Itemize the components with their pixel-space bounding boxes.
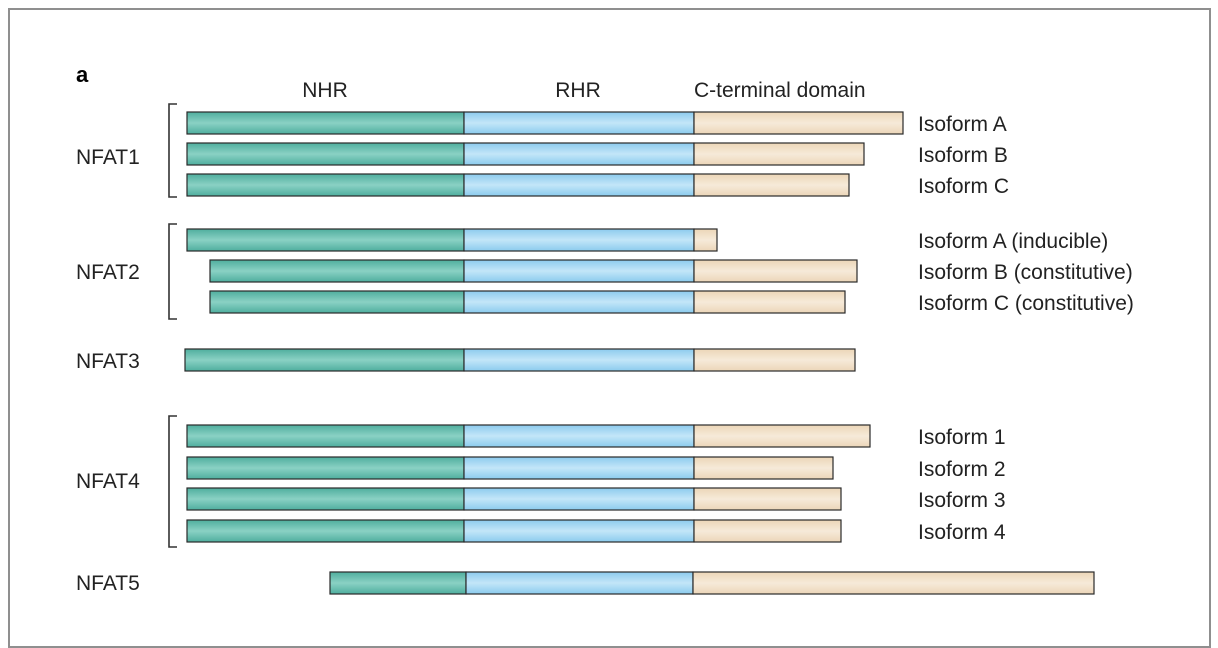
isoform-diagram: a NHR RHR C-terminal domain NFAT1 Isoform… bbox=[76, 62, 1134, 595]
group-nfat2: NFAT2 Isoform A (inducible) Isoform B (con… bbox=[76, 223, 1134, 320]
group-name: NFAT1 bbox=[76, 146, 140, 169]
cterm-domain bbox=[693, 111, 904, 135]
nhr-domain bbox=[186, 487, 465, 511]
isoform-label: Isoform 1 bbox=[918, 426, 1006, 449]
cterm-domain bbox=[693, 142, 865, 166]
group-bracket bbox=[168, 103, 177, 198]
isoform-label: Isoform B bbox=[918, 144, 1008, 167]
header-rhr: RHR bbox=[555, 79, 601, 102]
nhr-domain bbox=[184, 348, 465, 372]
rhr-domain bbox=[463, 142, 695, 166]
nhr-domain bbox=[186, 142, 465, 166]
isoform-row: Isoform 4 bbox=[186, 519, 1006, 544]
nhr-domain bbox=[186, 519, 465, 543]
cterm-domain bbox=[693, 259, 858, 283]
cterm-domain bbox=[693, 456, 834, 480]
header-nhr: NHR bbox=[302, 79, 348, 102]
isoform-label: Isoform A (inducible) bbox=[918, 230, 1108, 253]
isoform-row: Isoform B (constitutive) bbox=[209, 259, 1133, 284]
group-name: NFAT4 bbox=[76, 470, 140, 493]
isoform-label: Isoform C (constitutive) bbox=[918, 292, 1134, 315]
group-bracket bbox=[168, 415, 177, 548]
group-name: NFAT3 bbox=[76, 350, 140, 373]
group-nfat3: NFAT3 bbox=[76, 348, 856, 373]
rhr-domain bbox=[463, 290, 695, 314]
nhr-domain bbox=[186, 111, 465, 135]
isoform-rows: NFAT1 Isoform A Isoform B Isoform C NFAT2 Iso… bbox=[76, 103, 1134, 595]
rhr-domain bbox=[463, 519, 695, 543]
isoform-label: Isoform A bbox=[918, 113, 1007, 136]
isoform-row: Isoform 3 bbox=[186, 487, 1006, 512]
isoform-label: Isoform 3 bbox=[918, 489, 1006, 512]
isoform-label: Isoform C bbox=[918, 175, 1009, 198]
cterm-domain bbox=[693, 348, 856, 372]
group-name: NFAT5 bbox=[76, 572, 140, 595]
isoform-row: Isoform 2 bbox=[186, 456, 1006, 481]
rhr-domain bbox=[465, 571, 694, 595]
panel-label: a bbox=[76, 62, 89, 87]
cterm-domain bbox=[692, 571, 1095, 595]
group-name: NFAT2 bbox=[76, 261, 140, 284]
isoform-row: Isoform C bbox=[186, 173, 1009, 198]
header-cterm: C-terminal domain bbox=[694, 79, 866, 102]
isoform-label: Isoform 4 bbox=[918, 521, 1006, 544]
isoform-label: Isoform 2 bbox=[918, 458, 1006, 481]
figure-canvas: a NHR RHR C-terminal domain NFAT1 Isoform… bbox=[8, 8, 1211, 648]
rhr-domain bbox=[463, 228, 695, 252]
nhr-domain bbox=[186, 424, 465, 448]
nhr-domain bbox=[186, 228, 465, 252]
rhr-domain bbox=[463, 173, 695, 197]
isoform-row: Isoform A (inducible) bbox=[186, 228, 1108, 253]
isoform-row: Isoform 1 bbox=[186, 424, 1006, 449]
isoform-row bbox=[184, 348, 856, 372]
rhr-domain bbox=[463, 348, 695, 372]
rhr-domain bbox=[463, 424, 695, 448]
nhr-domain bbox=[186, 456, 465, 480]
rhr-domain bbox=[463, 111, 695, 135]
isoform-label: Isoform B (constitutive) bbox=[918, 261, 1133, 284]
cterm-domain bbox=[693, 173, 850, 197]
isoform-row: Isoform C (constitutive) bbox=[209, 290, 1134, 315]
nhr-domain bbox=[329, 571, 467, 595]
group-nfat1: NFAT1 Isoform A Isoform B Isoform C bbox=[76, 103, 1009, 198]
nhr-domain bbox=[209, 259, 465, 283]
cterm-domain bbox=[693, 519, 842, 543]
cterm-domain bbox=[693, 290, 846, 314]
nhr-domain bbox=[186, 173, 465, 197]
cterm-domain bbox=[693, 424, 871, 448]
rhr-domain bbox=[463, 456, 695, 480]
isoform-row: Isoform B bbox=[186, 142, 1008, 167]
cterm-domain bbox=[693, 228, 718, 252]
group-nfat4: NFAT4 Isoform 1 Isoform 2 Isoform 3 Isoform … bbox=[76, 415, 1006, 548]
rhr-domain bbox=[463, 487, 695, 511]
group-nfat5: NFAT5 bbox=[76, 571, 1095, 595]
nhr-domain bbox=[209, 290, 465, 314]
isoform-row bbox=[329, 571, 1095, 595]
isoform-row: Isoform A bbox=[186, 111, 1007, 136]
group-bracket bbox=[168, 223, 177, 320]
rhr-domain bbox=[463, 259, 695, 283]
cterm-domain bbox=[693, 487, 842, 511]
